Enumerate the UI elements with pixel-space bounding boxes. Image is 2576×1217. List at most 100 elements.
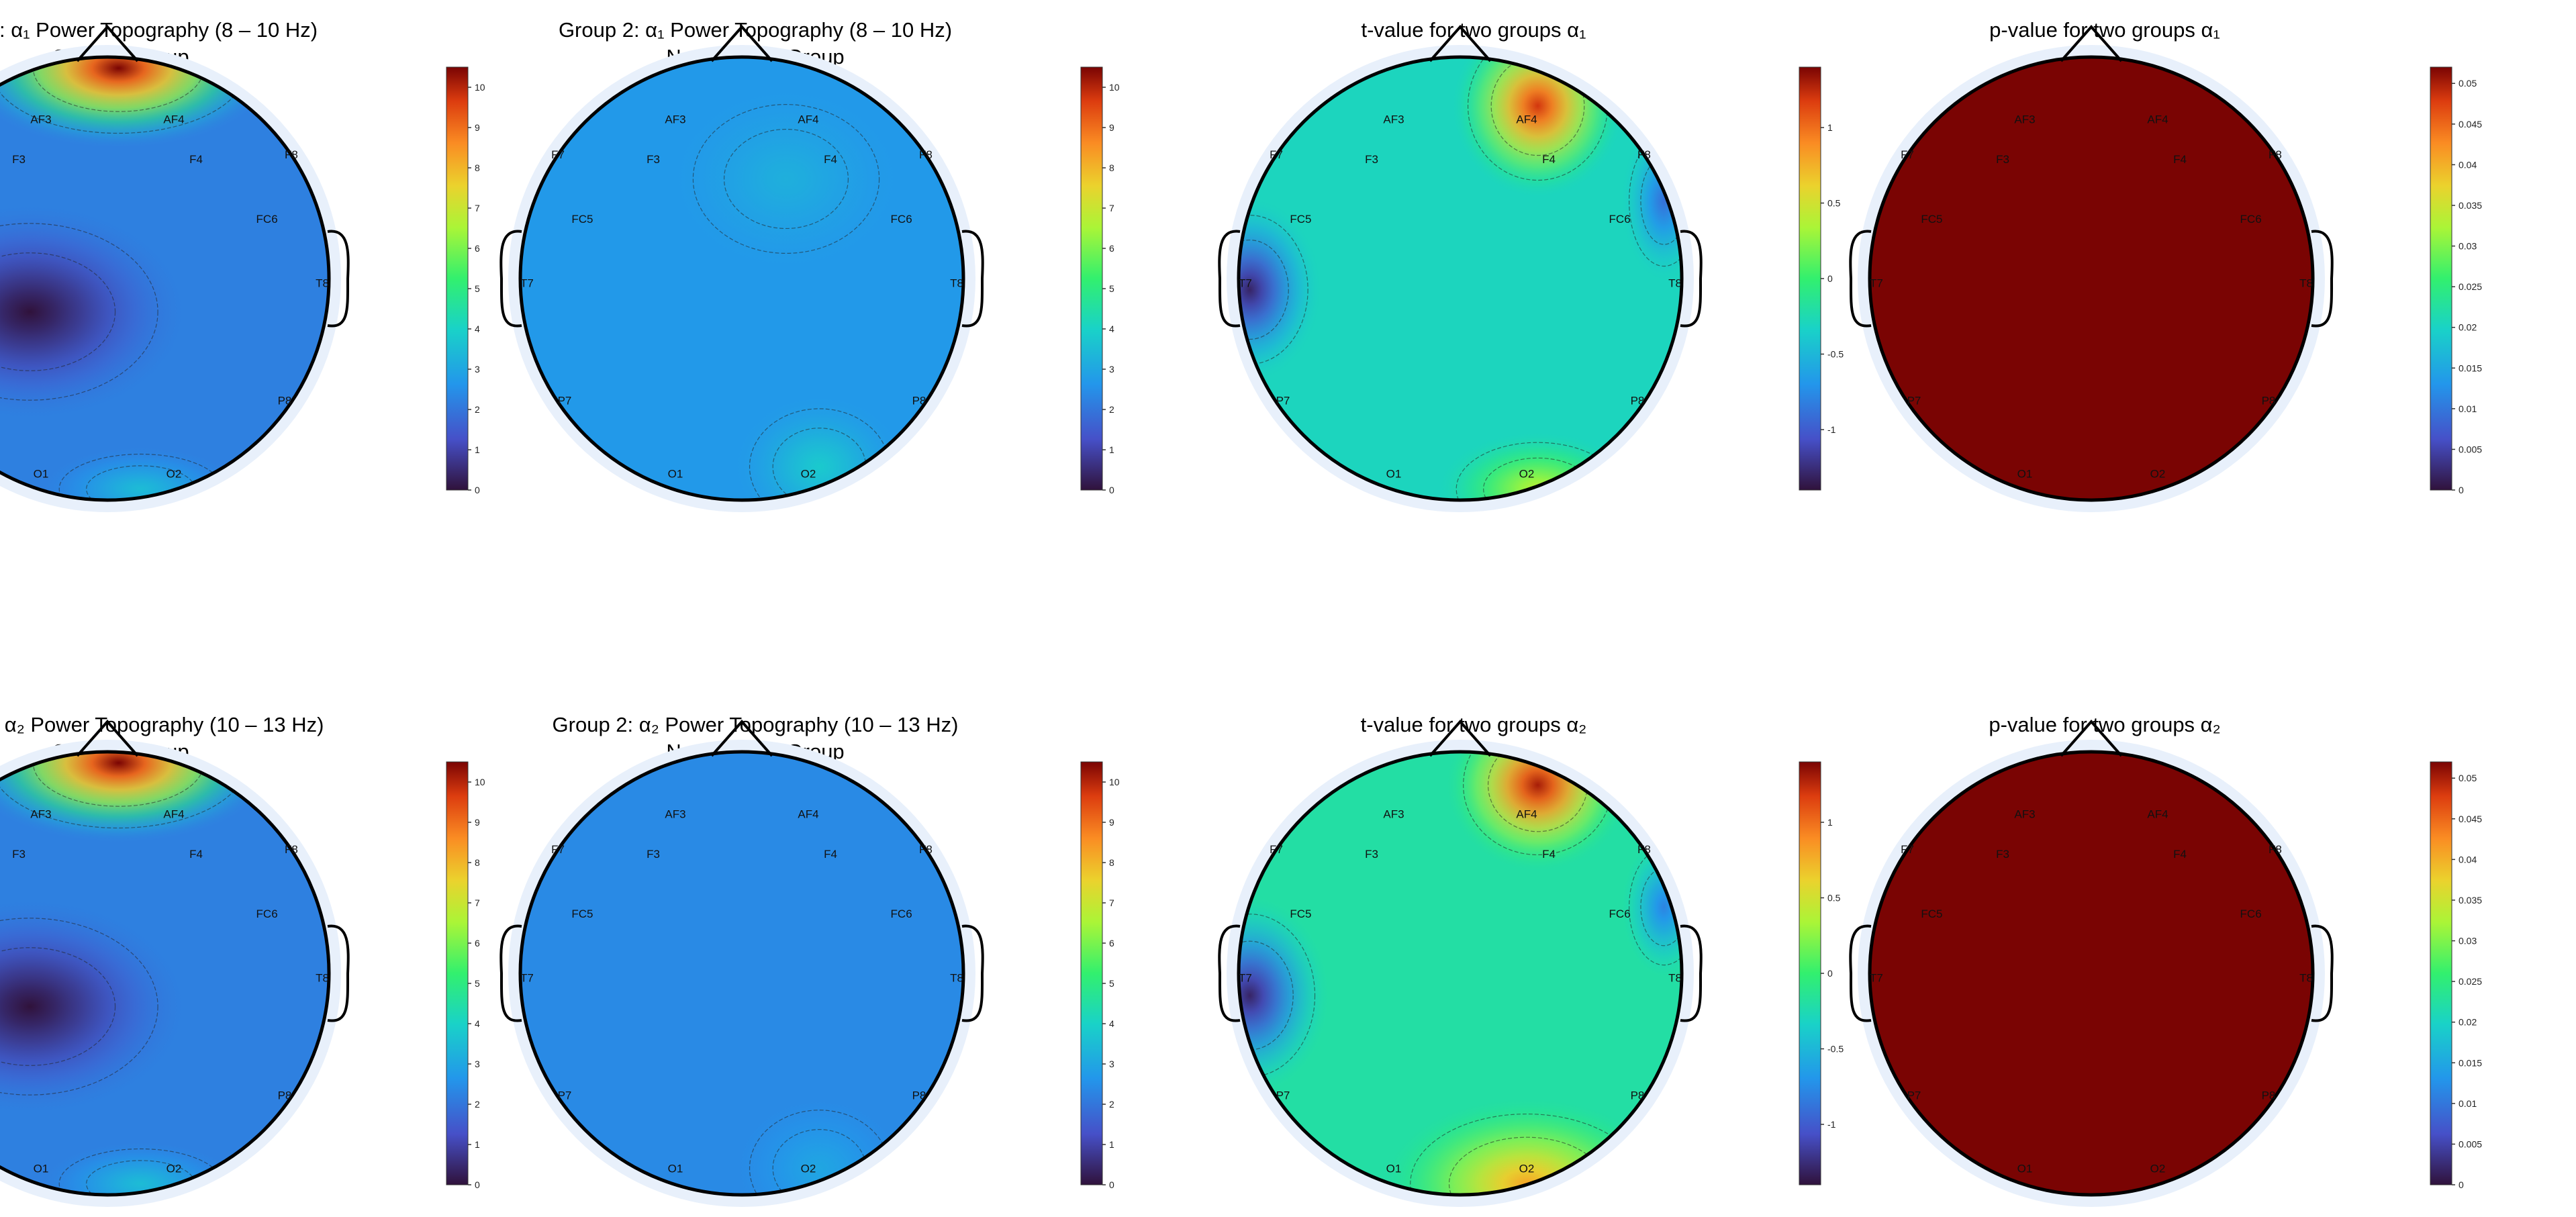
electrode-label: O1	[1386, 467, 1402, 480]
field-hotspot	[1621, 120, 1682, 282]
contour-line	[0, 947, 116, 1066]
colorbar-tick-label: 7	[1109, 897, 1114, 908]
electrode-label: F7	[1270, 148, 1283, 161]
electrode-label: F7	[551, 148, 565, 161]
contour-line	[0, 223, 158, 401]
right-ear-icon	[1680, 924, 1703, 1022]
right-ear-icon	[327, 924, 350, 1022]
colorbar-tick-label: 0	[1827, 273, 1833, 284]
electrode-label: P7	[1907, 1089, 1921, 1102]
colorbar-tick-label: 3	[475, 1059, 480, 1069]
topomap-field	[1239, 57, 1682, 500]
electrode-label: P8	[1631, 1089, 1645, 1102]
colorbar-tick-label: 9	[1109, 122, 1114, 133]
colorbar-tick-label: 6	[475, 243, 480, 254]
electrode-label: FC6	[1609, 908, 1631, 920]
head-outline	[518, 750, 965, 1197]
topomap-field	[0, 752, 329, 1195]
field-hotspot	[1239, 197, 1322, 382]
electrode-label: AF3	[30, 113, 51, 126]
topomap-panel: Group 1: α₂ Power Topography (10 – 13 Hz…	[0, 713, 485, 1207]
colorbar-tick-label: 0.02	[2459, 322, 2477, 333]
head-outline	[1237, 55, 1684, 502]
electrode-label: F4	[1542, 153, 1556, 166]
electrode-label: T8	[316, 277, 329, 290]
electrode-label: F7	[551, 843, 565, 856]
electrode-label: P8	[1631, 395, 1645, 407]
contour-line	[723, 128, 849, 230]
colorbar-tick-label: 2	[475, 404, 480, 415]
electrode-label: AF4	[1516, 808, 1537, 820]
colorbar-tick-label: -0.5	[1827, 349, 1844, 360]
nose-icon	[1429, 719, 1492, 757]
left-ear-icon	[1218, 230, 1241, 328]
colorbar-tick-label: 0.05	[2459, 78, 2477, 89]
electrode-label: O2	[1519, 1162, 1535, 1175]
electrode-label: T8	[1668, 277, 1682, 290]
electrode-label: AF3	[2014, 113, 2035, 126]
colorbar-tick-label: 0.035	[2459, 895, 2482, 906]
electrode-label: O1	[2017, 1162, 2033, 1175]
electrode-label: AF3	[665, 113, 685, 126]
field-background	[1870, 752, 2313, 1195]
right-ear-icon	[2311, 230, 2334, 328]
colorbar-tick-label: 0	[1109, 1179, 1114, 1190]
contour-line	[1239, 239, 1289, 340]
electrode-label: O1	[1386, 1162, 1402, 1175]
electrode-label: F8	[919, 843, 933, 856]
contour-line	[1629, 135, 1682, 267]
colorbar-tick-label: 0.5	[1827, 893, 1841, 904]
electrode-label: O2	[1519, 467, 1535, 480]
electrode-label: FC5	[1921, 213, 1942, 226]
electrode-label: F8	[919, 148, 933, 161]
colorbar-tick-label: 7	[1109, 203, 1114, 213]
colorbar-tick-label: 5	[475, 978, 480, 989]
colorbar-tick-label: 0	[1827, 968, 1833, 979]
colorbar	[1080, 761, 1103, 1185]
electrode-label: AF4	[2147, 808, 2168, 820]
electrode-label: T7	[1870, 277, 1883, 290]
electrode-label: F4	[189, 848, 203, 861]
electrode-label: T8	[2299, 277, 2313, 290]
colorbar-tick-label: 1	[1827, 122, 1833, 133]
colorbar-tick-label: 8	[475, 857, 480, 868]
electrode-label: T7	[1239, 277, 1252, 290]
electrode-label: F3	[1365, 848, 1378, 861]
colorbar-tick-label: 0.03	[2459, 936, 2477, 946]
colorbar-tick-label: 1	[475, 444, 480, 455]
nose-icon	[710, 719, 773, 757]
panel-title: p-value for two groups α₁	[1989, 18, 2220, 42]
head-outline	[0, 750, 331, 1197]
electrode-label: F8	[2269, 148, 2282, 161]
colorbar-tick-label: 0.03	[2459, 241, 2477, 252]
electrode-label: T8	[2299, 972, 2313, 985]
colorbar-tick-label: 0.005	[2459, 1138, 2482, 1149]
colorbar-tick-label: 7	[475, 203, 480, 213]
electrode-label: F7	[1270, 843, 1283, 856]
topomap-panel: Group 1: α₁ Power Topography (8 – 10 Hz)…	[0, 18, 485, 512]
electrode-label: F8	[1637, 148, 1651, 161]
electrode-label: F8	[285, 843, 298, 856]
colorbar	[1799, 66, 1821, 491]
electrode-label: F4	[2173, 848, 2187, 861]
colorbar-tick-label: 10	[1109, 777, 1120, 787]
electrode-label: F8	[2269, 843, 2282, 856]
topomap-field	[0, 57, 329, 500]
field-hotspot	[671, 87, 902, 271]
field-hotspot	[0, 897, 189, 1116]
electrode-label: P8	[912, 395, 926, 407]
electrode-label: P8	[912, 1089, 926, 1102]
electrode-label: FC5	[571, 213, 593, 226]
colorbar-tick-label: 3	[475, 364, 480, 375]
colorbar-tick-label: 7	[475, 897, 480, 908]
topomap-field	[520, 57, 963, 500]
electrode-label: FC6	[256, 213, 278, 226]
contour-line	[0, 918, 158, 1096]
field-hotspot	[1445, 752, 1630, 872]
colorbar-tick-label: 0.02	[2459, 1017, 2477, 1028]
electrode-label: FC6	[2240, 213, 2262, 226]
field-hotspot	[0, 202, 189, 422]
contour-line	[0, 252, 116, 371]
contour-line	[1239, 940, 1294, 1051]
colorbar-tick-label: 5	[1109, 283, 1114, 294]
